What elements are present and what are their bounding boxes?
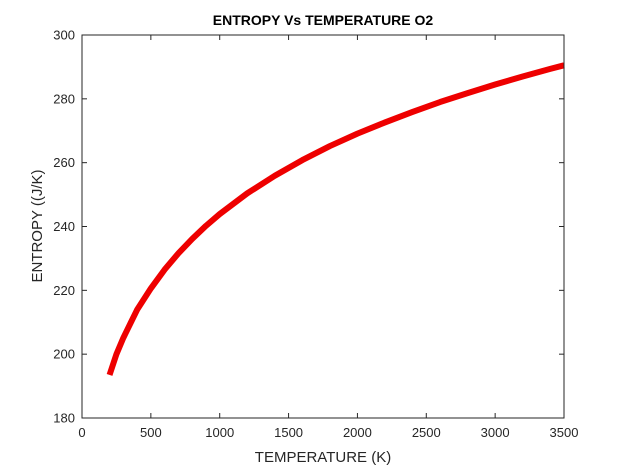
y-axis-label: ENTROPY ((J/K)	[29, 169, 46, 282]
y-tick-label: 240	[53, 219, 75, 234]
chart-title: ENTROPY Vs TEMPERATURE O2	[213, 12, 434, 28]
y-tick-label: 200	[53, 347, 75, 362]
y-tick-label: 180	[53, 411, 75, 426]
y-tick-label: 220	[53, 283, 75, 298]
y-tick-label: 280	[53, 91, 75, 106]
y-tick-label: 260	[53, 155, 75, 170]
x-tick-label: 1000	[205, 425, 234, 440]
x-axis-label: TEMPERATURE (K)	[255, 449, 391, 466]
x-tick-label: 500	[140, 425, 162, 440]
x-axis-ticks: 0 500 1000 1500 2000 2500 3000 3500	[78, 35, 578, 440]
x-tick-label: 3500	[550, 425, 579, 440]
x-tick-label: 2500	[412, 425, 441, 440]
x-tick-label: 3000	[481, 425, 510, 440]
x-tick-label: 1500	[274, 425, 303, 440]
entropy-series-line	[106, 62, 565, 376]
x-tick-label: 0	[78, 425, 85, 440]
x-tick-label: 2000	[343, 425, 372, 440]
plot-area-frame	[81, 34, 565, 419]
y-tick-label: 300	[53, 28, 75, 43]
y-axis-ticks: 180 200 220 240 260 280 300	[53, 28, 564, 426]
